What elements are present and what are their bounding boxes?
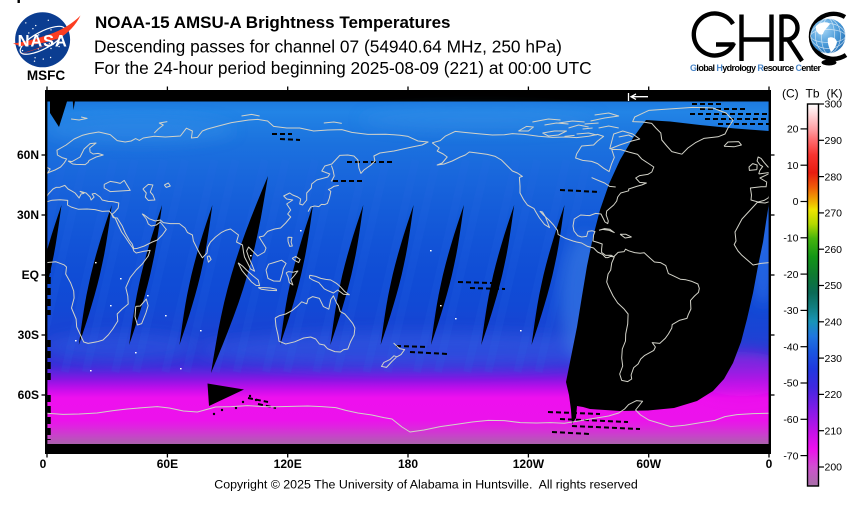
svg-text:EQ: EQ	[22, 268, 39, 282]
svg-text:120W: 120W	[513, 457, 545, 471]
svg-text:10: 10	[787, 160, 799, 172]
svg-text:-70: -70	[783, 450, 798, 462]
svg-text:270: 270	[825, 208, 843, 220]
svg-text:240: 240	[825, 317, 843, 329]
svg-text:Tb: Tb	[806, 87, 820, 101]
svg-text:20: 20	[787, 124, 799, 136]
svg-text:230: 230	[825, 353, 843, 365]
svg-text:0: 0	[766, 457, 773, 471]
svg-text:200: 200	[825, 462, 843, 474]
svg-text:250: 250	[825, 280, 843, 292]
svg-text:0: 0	[40, 457, 47, 471]
svg-text:60S: 60S	[18, 388, 39, 402]
svg-text:NOAA-15 AMSU-A Brightness Temp: NOAA-15 AMSU-A Brightness Temperatures	[95, 13, 451, 32]
svg-text:-30: -30	[783, 305, 798, 317]
svg-text:-60: -60	[783, 414, 798, 426]
svg-text:-10: -10	[783, 233, 798, 245]
svg-text:-50: -50	[783, 378, 798, 390]
svg-text:Global Hydrology Resource Cent: Global Hydrology Resource Center	[690, 63, 821, 73]
svg-text:280: 280	[825, 171, 843, 183]
svg-text:60N: 60N	[17, 148, 39, 162]
svg-text:120E: 120E	[274, 457, 302, 471]
svg-text:For the 24-hour period beginni: For the 24-hour period beginning 2025-08…	[94, 58, 592, 78]
svg-text:180: 180	[398, 457, 418, 471]
svg-text:290: 290	[825, 135, 843, 147]
svg-text:300: 300	[825, 99, 843, 111]
svg-text:60W: 60W	[636, 457, 661, 471]
svg-text:210: 210	[825, 425, 843, 437]
svg-text:MSFC: MSFC	[27, 68, 65, 83]
svg-text:220: 220	[825, 389, 843, 401]
svg-text:NASA: NASA	[18, 33, 68, 51]
svg-text:0: 0	[793, 196, 799, 208]
svg-text:(K): (K)	[827, 87, 843, 101]
svg-text:30N: 30N	[17, 208, 39, 222]
svg-text:30S: 30S	[18, 328, 39, 342]
svg-text:260: 260	[825, 244, 843, 256]
svg-text:Copyright © 2025 The Universit: Copyright © 2025 The University of Alaba…	[214, 478, 638, 492]
svg-text:Descending passes for channel: Descending passes for channel 07 (54940.…	[94, 36, 562, 56]
svg-text:-20: -20	[783, 269, 798, 281]
svg-text:60E: 60E	[157, 457, 178, 471]
svg-text:-40: -40	[783, 341, 798, 353]
svg-text:(C): (C)	[782, 87, 799, 101]
